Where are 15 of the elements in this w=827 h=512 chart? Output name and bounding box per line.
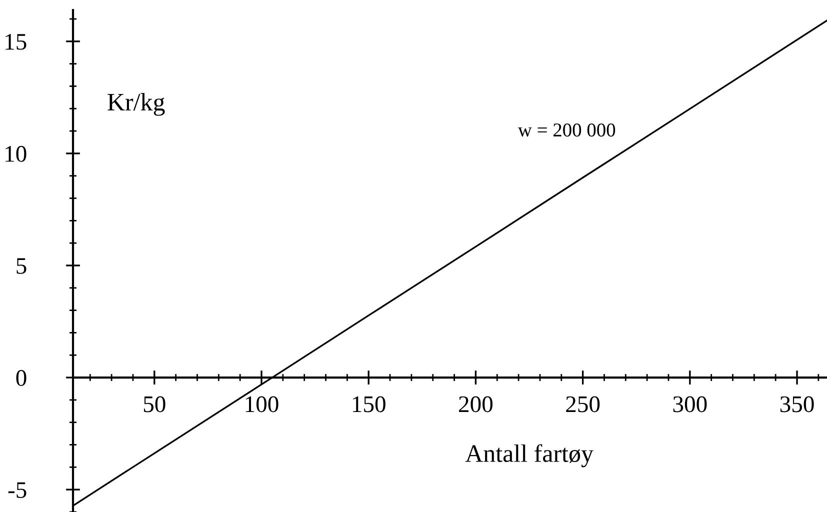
y-tick-label: -5 [8,482,26,498]
y-tick-label: 10 [6,146,26,162]
y-tick-label: 0 [16,370,26,386]
annotation: w = 200 000 [518,123,616,137]
x-tick-label: 200 [459,396,493,412]
x-tick-label: 250 [566,396,600,412]
x-axis-title: Antall fartøy [465,444,594,468]
x-tick-label: 350 [780,396,814,412]
x-tick-label: 50 [144,396,166,412]
x-tick-label: 150 [352,396,386,412]
x-tick-label: 100 [246,396,278,412]
x-tick-label: 300 [673,396,707,412]
y-tick-label: 5 [16,258,26,274]
y-axis-title: Kr/kg [108,93,165,116]
y-tick-label: 15 [6,34,26,50]
